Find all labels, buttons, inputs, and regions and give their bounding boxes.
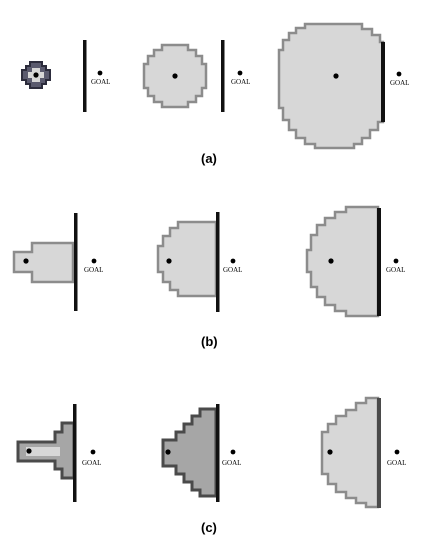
b1-goal-label: GOAL bbox=[84, 266, 103, 274]
a1-goal-dot bbox=[97, 70, 103, 76]
b3-start-dot bbox=[328, 258, 334, 264]
c3-wavefront bbox=[320, 396, 380, 509]
c2-wavefront bbox=[161, 407, 218, 498]
row-a: GOAL GOAL GOAL (a) bbox=[21, 22, 409, 166]
caption-b: (b) bbox=[201, 334, 218, 349]
c3-goal-label: GOAL bbox=[387, 459, 406, 467]
a2-start-dot bbox=[172, 73, 178, 79]
row-b: GOAL GOAL GOAL (b) bbox=[12, 205, 405, 349]
row-c: GOAL GOAL GOAL (c) bbox=[16, 396, 406, 535]
c1-inner bbox=[26, 447, 60, 456]
c2-goal-dot bbox=[230, 449, 236, 455]
b3-wavefront-shape bbox=[305, 205, 380, 318]
b1-goal-dot bbox=[91, 258, 97, 264]
c1-goal-label: GOAL bbox=[82, 459, 101, 467]
b2-wavefront bbox=[156, 220, 218, 298]
a2-wall bbox=[221, 40, 225, 112]
a3-goal-dot bbox=[396, 71, 402, 77]
c1-wavefront bbox=[16, 421, 76, 480]
b1-wavefront-shape bbox=[12, 241, 75, 284]
b1-wavefront bbox=[12, 241, 75, 284]
a3-goal-label: GOAL bbox=[390, 79, 409, 87]
b3-goal-label: GOAL bbox=[386, 266, 405, 274]
caption-c: (c) bbox=[201, 520, 217, 535]
b2-start-dot bbox=[166, 258, 172, 264]
c1-start-dot bbox=[26, 448, 32, 454]
b2-goal-label: GOAL bbox=[223, 266, 242, 274]
a1-wall bbox=[83, 40, 87, 112]
a1-goal-label: GOAL bbox=[91, 78, 110, 86]
c2-wavefront-shape bbox=[161, 407, 218, 498]
c3-wavefront-shape bbox=[320, 396, 380, 509]
a3-wavefront bbox=[277, 22, 385, 150]
b2-wavefront-shape bbox=[156, 220, 218, 298]
c3-wall bbox=[377, 398, 381, 508]
a2-goal-label: GOAL bbox=[231, 78, 250, 86]
caption-a: (a) bbox=[201, 151, 217, 166]
b3-wavefront bbox=[305, 205, 380, 318]
a2-wavefront bbox=[142, 43, 208, 109]
a3-start-dot bbox=[333, 73, 339, 79]
b2-goal-dot bbox=[230, 258, 236, 264]
a3-wavefront-shape bbox=[277, 22, 385, 150]
a2-goal-dot bbox=[237, 70, 243, 76]
b3-goal-dot bbox=[393, 258, 399, 264]
c2-start-dot bbox=[165, 449, 171, 455]
c1-goal-dot bbox=[90, 449, 96, 455]
c3-start-dot bbox=[327, 449, 333, 455]
b1-start-dot bbox=[23, 258, 29, 264]
b1-wall bbox=[74, 213, 78, 311]
b3-wall bbox=[377, 208, 381, 316]
a3-wall bbox=[381, 42, 385, 122]
b2-wall bbox=[216, 212, 220, 312]
c2-wall bbox=[216, 404, 220, 502]
a1-wavefront bbox=[21, 61, 51, 89]
c2-goal-label: GOAL bbox=[222, 459, 241, 467]
a1-start-dot bbox=[33, 72, 39, 78]
c1-wall bbox=[73, 404, 77, 502]
c3-goal-dot bbox=[394, 449, 400, 455]
